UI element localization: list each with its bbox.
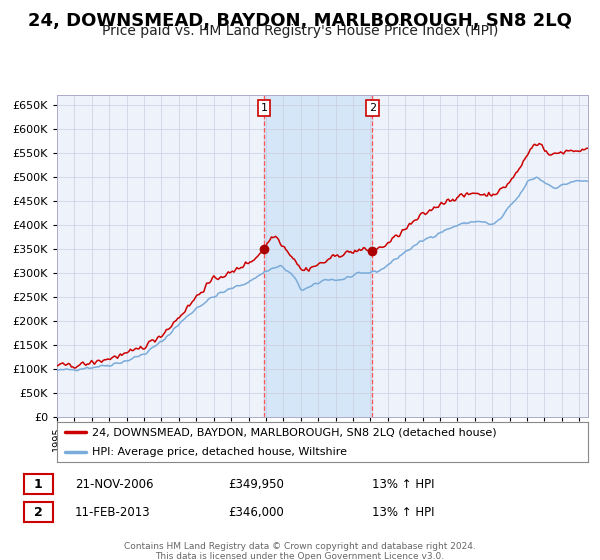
Text: 13% ↑ HPI: 13% ↑ HPI [372, 478, 434, 491]
Text: 13% ↑ HPI: 13% ↑ HPI [372, 506, 434, 519]
Text: 24, DOWNSMEAD, BAYDON, MARLBOROUGH, SN8 2LQ: 24, DOWNSMEAD, BAYDON, MARLBOROUGH, SN8 … [28, 12, 572, 30]
Text: 2: 2 [369, 103, 376, 113]
Text: 1: 1 [34, 478, 43, 491]
Text: HPI: Average price, detached house, Wiltshire: HPI: Average price, detached house, Wilt… [92, 446, 347, 456]
Text: 21-NOV-2006: 21-NOV-2006 [75, 478, 154, 491]
Text: £346,000: £346,000 [228, 506, 284, 519]
Text: 11-FEB-2013: 11-FEB-2013 [75, 506, 151, 519]
Bar [264, 95, 373, 417]
Text: 2: 2 [34, 506, 43, 519]
Text: Price paid vs. HM Land Registry's House Price Index (HPI): Price paid vs. HM Land Registry's House … [102, 24, 498, 38]
Text: £349,950: £349,950 [228, 478, 284, 491]
Text: Contains HM Land Registry data © Crown copyright and database right 2024.
This d: Contains HM Land Registry data © Crown c… [124, 542, 476, 560]
Text: 24, DOWNSMEAD, BAYDON, MARLBOROUGH, SN8 2LQ (detached house): 24, DOWNSMEAD, BAYDON, MARLBOROUGH, SN8 … [92, 427, 496, 437]
Text: 1: 1 [260, 103, 268, 113]
